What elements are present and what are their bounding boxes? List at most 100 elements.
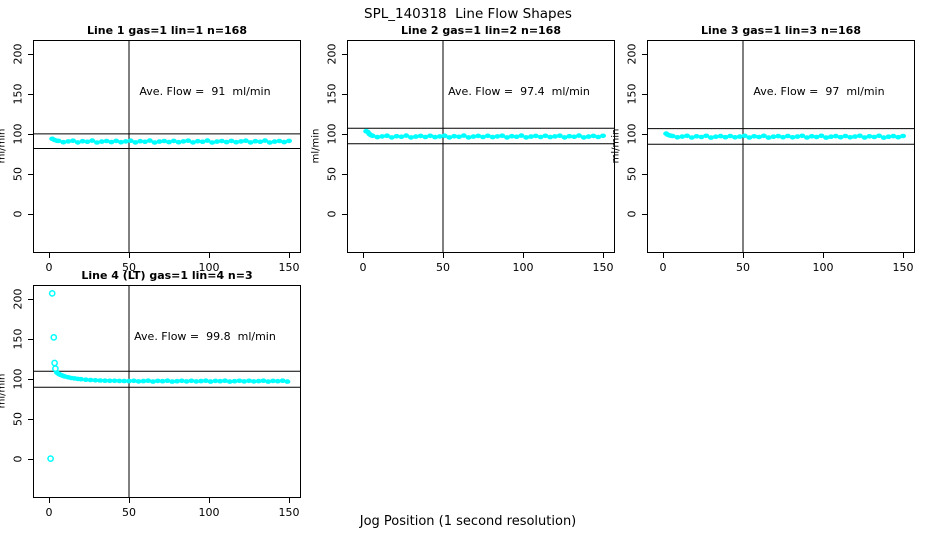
data-point	[856, 133, 863, 139]
ave-flow-annotation: Ave. Flow = 97.4 ml/min	[448, 85, 590, 98]
data-point	[103, 138, 110, 144]
data-point	[94, 140, 100, 145]
x-tick-label: 100	[198, 506, 220, 519]
y-tick-mark	[28, 379, 33, 380]
data-point	[135, 379, 142, 384]
data-point	[222, 378, 228, 383]
x-tick-label: 150	[278, 506, 300, 519]
y-tick-label: 100	[11, 368, 25, 390]
data-point	[799, 133, 806, 139]
data-point	[231, 378, 238, 384]
x-tick-mark	[289, 253, 290, 258]
y-tick-label: 0	[625, 210, 639, 218]
y-tick-label: 150	[625, 83, 639, 105]
data-point	[379, 134, 386, 139]
data-point	[590, 133, 597, 139]
data-point	[422, 134, 429, 140]
data-point	[746, 135, 753, 140]
data-point	[154, 378, 161, 384]
data-point	[247, 140, 254, 145]
data-point	[384, 133, 390, 138]
subplot-line-3: Line 3 gas=1 lin=3 n=168 Ave. Flow = 97 …	[611, 24, 915, 274]
x-tick-mark	[663, 253, 664, 258]
y-tick-mark	[28, 94, 33, 95]
y-axis-label: ml/min	[0, 373, 8, 409]
x-tick-mark	[603, 253, 604, 258]
data-point	[470, 134, 477, 139]
data-point	[837, 134, 844, 140]
data-point	[669, 133, 676, 139]
data-point	[193, 379, 200, 384]
data-point	[70, 138, 76, 143]
y-axis-label: ml/min	[0, 128, 8, 164]
data-point	[866, 134, 873, 139]
data-point	[156, 139, 163, 144]
data-point	[770, 134, 777, 139]
data-point	[55, 138, 62, 144]
y-axis-label: ml/min	[310, 128, 322, 164]
data-point	[276, 138, 283, 144]
data-point	[698, 134, 705, 140]
y-tick-label: 200	[625, 43, 639, 65]
data-point	[60, 139, 67, 145]
data-point	[595, 134, 602, 140]
data-point	[832, 133, 839, 139]
data-point-outlier	[52, 365, 59, 372]
subplot-line-1: Line 1 gas=1 lin=1 n=168 Ave. Flow = 91 …	[0, 24, 301, 274]
data-point	[78, 376, 84, 382]
data-point	[266, 140, 273, 145]
plot-border	[33, 285, 301, 498]
x-tick-mark	[49, 253, 50, 258]
data-point	[552, 134, 558, 139]
data-point	[808, 134, 815, 139]
data-point	[451, 133, 458, 139]
data-point	[199, 139, 206, 145]
data-point	[480, 134, 486, 140]
data-point	[281, 139, 288, 145]
y-tick-mark	[342, 94, 347, 95]
x-tick-mark	[443, 253, 444, 258]
data-point	[127, 138, 134, 143]
data-point	[166, 139, 172, 145]
data-point	[241, 379, 248, 384]
subplot-line-2: Line 2 gas=1 lin=2 n=168 Ave. Flow = 97.…	[311, 24, 615, 274]
y-tick-label: 100	[325, 123, 339, 145]
x-tick-label: 50	[436, 261, 450, 274]
y-tick-label: 200	[11, 43, 25, 65]
data-point	[74, 140, 81, 145]
x-tick-label: 150	[892, 261, 914, 274]
data-point	[202, 378, 209, 383]
data-point	[198, 378, 204, 384]
y-tick-mark	[642, 54, 647, 55]
data-point	[252, 138, 259, 144]
data-point	[489, 134, 496, 140]
data-point	[842, 133, 849, 139]
data-point	[257, 139, 264, 145]
x-tick-label: 150	[592, 261, 614, 274]
x-tick-mark	[363, 253, 364, 258]
y-tick-label: 150	[325, 83, 339, 105]
x-tick-mark	[129, 253, 130, 258]
data-point	[528, 134, 534, 139]
data-point	[246, 378, 252, 384]
data-point	[561, 135, 568, 140]
data-point	[760, 133, 767, 139]
data-point	[226, 379, 233, 384]
data-point	[145, 378, 152, 383]
data-point	[236, 378, 243, 384]
data-point	[169, 379, 176, 384]
data-point	[194, 138, 201, 144]
y-tick-mark	[28, 134, 33, 135]
data-point	[547, 134, 554, 140]
subplot-line-4: Line 4 (LT) gas=1 lin=4 n=3 Ave. Flow = …	[0, 269, 301, 519]
data-point	[532, 133, 539, 139]
data-point	[708, 135, 714, 140]
data-point	[823, 135, 830, 140]
data-point	[174, 378, 180, 384]
plot-area	[647, 40, 915, 253]
page-title: SPL_140318 Line Flow Shapes	[364, 6, 572, 22]
data-point	[436, 134, 443, 139]
data-point	[871, 134, 878, 140]
data-point	[408, 135, 414, 140]
data-point	[789, 135, 796, 140]
